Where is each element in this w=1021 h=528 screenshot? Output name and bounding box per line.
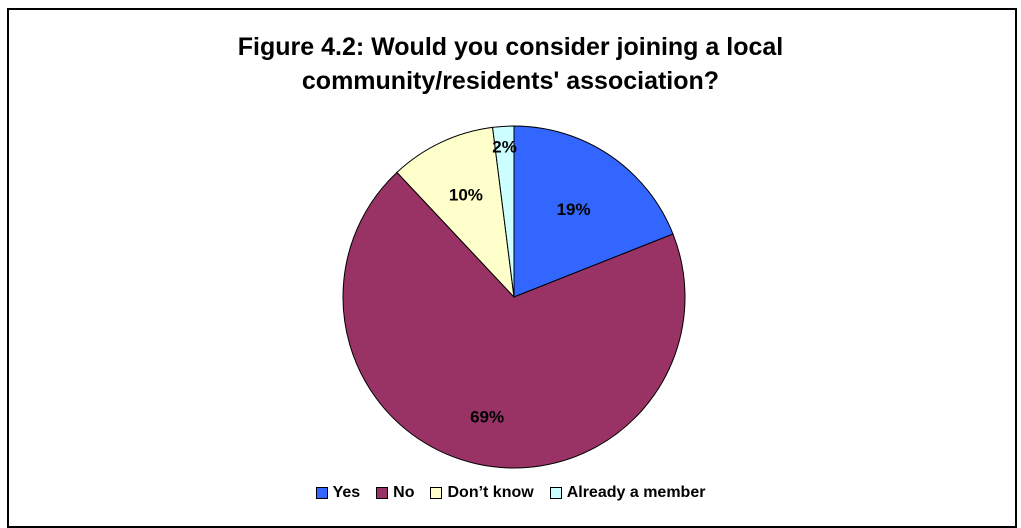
pie-chart: 19% 69% 10% 2%: [342, 125, 686, 469]
legend-item-no: No: [376, 484, 414, 502]
data-label-dont-know: 10%: [449, 185, 483, 204]
legend-item-dont-know: Don’t know: [430, 484, 534, 502]
legend-item-already-member: Already a member: [549, 484, 706, 502]
legend-swatch-already-member: [549, 487, 562, 499]
legend-label-already-member: Already a member: [566, 484, 706, 501]
legend-label-yes: Yes: [332, 484, 361, 501]
chart-title: Figure 4.2: Would you consider joining a…: [0, 30, 1021, 98]
legend-swatch-dont-know: [430, 487, 443, 499]
pie-slice-already-member: [492, 125, 515, 298]
chart-title-line-2: community/residents' association?: [301, 67, 720, 95]
data-label-no: 69%: [470, 408, 504, 427]
legend-swatch-yes: [315, 487, 328, 499]
legend-item-yes: Yes: [315, 484, 361, 502]
data-label-yes: 19%: [557, 200, 591, 219]
legend: Yes No Don’t know Already a member: [0, 484, 1021, 502]
legend-label-dont-know: Don’t know: [447, 484, 534, 501]
legend-label-no: No: [393, 484, 415, 501]
chart-title-line-1: Figure 4.2: Would you consider joining a…: [237, 33, 784, 61]
data-label-already-member: 2%: [492, 137, 517, 156]
legend-swatch-no: [376, 487, 389, 499]
pie-slice-yes: [513, 125, 674, 298]
pie-slice-no: [342, 171, 686, 469]
pie-slice-dont-know: [396, 126, 515, 299]
